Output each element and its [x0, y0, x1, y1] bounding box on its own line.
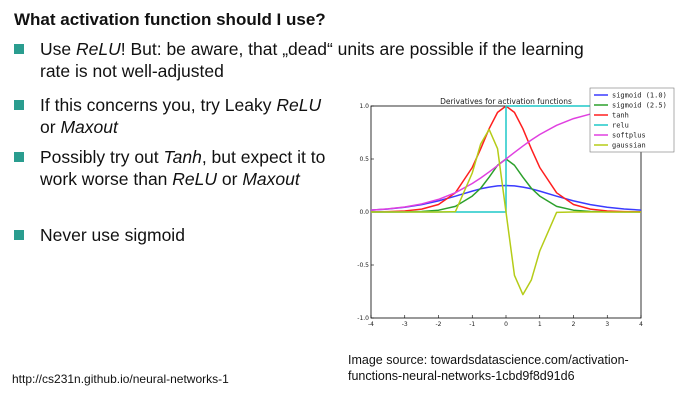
bullet-segment: or: [217, 169, 243, 189]
y-tick-label: 0.0: [359, 209, 369, 216]
legend-label: tanh: [612, 112, 629, 120]
legend-label: gaussian: [612, 142, 646, 150]
bullet-segment: , but expect it to work worse than: [40, 147, 326, 189]
series-line-softplus: [370, 107, 642, 211]
y-tick-label: -0.5: [357, 262, 369, 269]
x-tick-label: 3: [605, 321, 609, 328]
bullet-segment: Possibly try out: [40, 147, 164, 167]
x-tick-label: -2: [436, 321, 442, 328]
bullet-segment: or: [40, 117, 61, 137]
series-line-gaussian: [371, 128, 641, 296]
bullet-segment: ReLU: [276, 95, 322, 115]
slide-title: What activation function should I use?: [14, 10, 326, 29]
bullet-text: Use ReLU! But: be aware, that „dead“ uni…: [40, 38, 600, 82]
legend-label: relu: [612, 122, 629, 130]
bullet-square-icon: [14, 44, 24, 54]
y-tick-label: 1.0: [359, 103, 369, 110]
legend-label: sigmoid (1.0): [612, 92, 667, 100]
bullet-segment: ReLU: [172, 169, 218, 189]
chart-svg: Derivatives for activation functions -4-…: [357, 87, 675, 328]
x-tick-label: -1: [469, 321, 475, 328]
bullet-square-icon: [14, 152, 24, 162]
image-source-caption: Image source: towardsdatascience.com/act…: [348, 353, 629, 383]
y-tick-label: 0.5: [359, 156, 369, 163]
bullet-square-icon: [14, 230, 24, 240]
bullet-text: Never use sigmoid: [40, 224, 330, 246]
x-tick-label: 0: [504, 321, 508, 328]
bullet-segment: Maxout: [242, 169, 300, 189]
bullet-segment: Maxout: [60, 117, 118, 137]
bullet-segment: ! But: be aware, that „dead“ units are p…: [40, 39, 584, 81]
x-tick-label: 4: [639, 321, 643, 328]
bullet-square-icon: [14, 100, 24, 110]
x-tick-label: 1: [538, 321, 542, 328]
bullet-segment: Tanh: [163, 147, 202, 167]
legend-label: sigmoid (2.5): [612, 102, 667, 110]
bullet-text: If this concerns you, try Leaky ReLU or …: [40, 94, 330, 138]
activation-derivatives-chart: Derivatives for activation functions -4-…: [338, 86, 678, 334]
legend-box: [589, 87, 675, 153]
bullet-text: Possibly try out Tanh, but expect it to …: [40, 146, 330, 190]
footer-source-link[interactable]: http://cs231n.github.io/neural-networks-…: [12, 372, 229, 386]
bullet-segment: If this concerns you, try Leaky: [40, 95, 277, 115]
x-tick-label: -3: [402, 321, 408, 328]
y-tick-label: -1.0: [357, 315, 369, 322]
chart-title: Derivatives for activation functions: [440, 97, 572, 106]
legend-label: softplus: [612, 132, 646, 140]
x-tick-label: -4: [368, 321, 374, 328]
x-tick-label: 2: [572, 321, 576, 328]
bullet-segment: Never use sigmoid: [40, 225, 185, 245]
bullet-segment: ReLU: [75, 39, 121, 59]
bullet-segment: Use: [40, 39, 76, 59]
